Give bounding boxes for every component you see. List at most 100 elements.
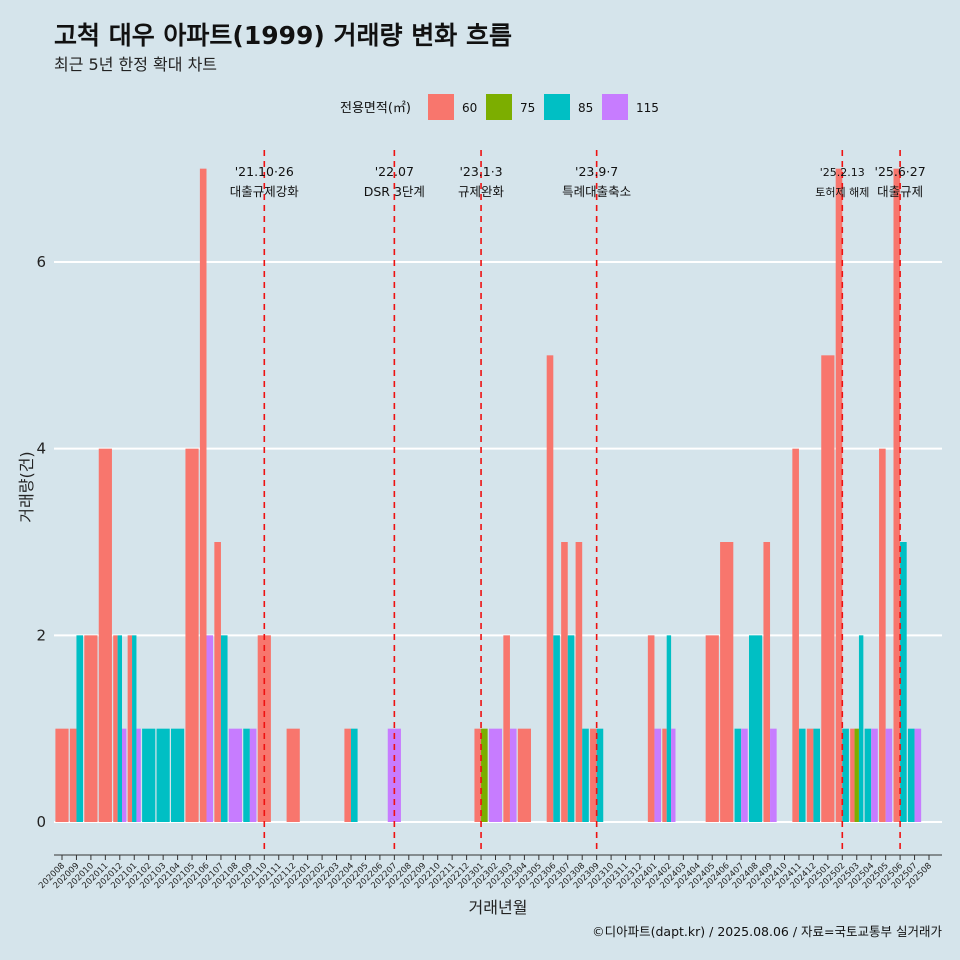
bar-202401-60 <box>647 635 655 822</box>
bar-202307-60 <box>561 542 568 822</box>
legend-label-85: 85 <box>578 101 593 115</box>
bar-202412-60 <box>806 728 814 822</box>
y-tick-label-0: 0 <box>36 813 46 831</box>
event-label-5: 토허제 해제 <box>815 185 869 199</box>
bar-202409-60 <box>763 542 771 822</box>
bar-202306-85 <box>553 635 560 822</box>
bar-202112-60 <box>286 728 300 822</box>
event-label-1: 대출규제강화 <box>230 184 300 199</box>
bar-202107-85 <box>220 635 228 822</box>
legend-title: 전용면적(㎡) <box>340 101 411 116</box>
bar-202506-85 <box>900 542 907 822</box>
bar-202405-60 <box>705 635 719 822</box>
bar-202507-115 <box>914 728 922 822</box>
bar-202008-60 <box>55 728 69 822</box>
bar-202009-60 <box>69 728 77 822</box>
event-date-1: '21.10·26 <box>235 164 294 179</box>
legend-label-115: 115 <box>636 101 659 115</box>
bar-202412-85 <box>813 728 820 822</box>
bar-202308-60 <box>575 542 583 822</box>
bar-202408-85 <box>749 635 763 822</box>
bar-202303-115 <box>509 728 517 822</box>
bar-202502-60 <box>835 168 843 822</box>
bar-202502-85 <box>842 728 849 822</box>
event-date-4: '23.9·7 <box>575 164 618 179</box>
chart-caption: ©디아파트(dapt.kr) / 2025.08.06 / 자료=국토교통부 실… <box>592 924 942 939</box>
bar-202102-85 <box>142 728 156 822</box>
bar-layer <box>55 168 922 822</box>
bar-202009-85 <box>76 635 84 822</box>
bar-202105-60 <box>185 448 199 822</box>
event-label-2: DSR 3단계 <box>364 184 425 199</box>
bar-202106-115 <box>206 635 214 822</box>
bar-202309-60 <box>590 728 597 822</box>
bar-202109-115 <box>249 728 257 822</box>
bar-202103-85 <box>156 728 170 822</box>
bar-202402-85 <box>666 635 672 822</box>
bar-202505-60 <box>879 448 886 822</box>
bar-202411-85 <box>798 728 806 822</box>
event-label-3: 규제완화 <box>458 184 505 199</box>
y-axis: 0 2 4 6 <box>36 253 46 831</box>
bar-202012-115 <box>122 728 127 822</box>
legend-swatch-75 <box>486 94 512 120</box>
bar-202506-60 <box>893 168 901 822</box>
bar-202504-85 <box>864 728 872 822</box>
bar-202207-115 <box>387 728 401 822</box>
bar-202107-60 <box>214 542 221 822</box>
bar-202302-115 <box>488 728 503 822</box>
bar-202503-85 <box>858 635 864 822</box>
legend-label-75: 75 <box>520 101 535 115</box>
bar-202307-85 <box>567 635 575 822</box>
event-label-6: 대출규제 <box>877 184 923 199</box>
bar-202409-115 <box>770 728 777 822</box>
y-tick-label-6: 6 <box>36 253 46 271</box>
bar-202101-60 <box>127 635 133 822</box>
bar-202507-85 <box>907 728 915 822</box>
bar-202011-60 <box>98 448 112 822</box>
event-date-5: '25.2.13 <box>820 166 865 179</box>
event-label-4: 특례대출축소 <box>562 184 631 199</box>
y-axis-title: 거래량(건) <box>17 451 36 522</box>
event-lines: '21.10·26 대출규제강화 '22.07 DSR 3단계 '23.1·3 규제완화 '… <box>230 150 926 850</box>
bar-202503-75 <box>854 728 859 822</box>
bar-202407-85 <box>734 728 742 822</box>
event-date-3: '23.1·3 <box>459 164 502 179</box>
y-tick-label-4: 4 <box>36 440 46 458</box>
bar-202411-60 <box>792 448 799 822</box>
bar-202503-60 <box>850 728 855 822</box>
x-axis-title: 거래년월 <box>469 898 528 917</box>
bar-202309-85 <box>596 728 604 822</box>
bar-202505-115 <box>885 728 893 822</box>
legend-swatch-115 <box>602 94 628 120</box>
bar-202109-85 <box>243 728 250 822</box>
bar-202010-60 <box>84 635 98 822</box>
bar-202012-60 <box>113 635 118 822</box>
bar-202108-115 <box>228 728 242 822</box>
chart-subtitle: 최근 5년 한정 확대 차트 <box>54 55 217 74</box>
bar-202304-60 <box>517 728 531 822</box>
bar-202204-85 <box>351 728 358 822</box>
legend-swatch-60 <box>428 94 454 120</box>
bar-202308-85 <box>582 728 589 822</box>
bar-202303-60 <box>503 635 510 822</box>
bar-202012-85 <box>117 635 122 822</box>
bar-202407-115 <box>741 728 748 822</box>
legend: 전용면적(㎡) 60 75 85 115 <box>340 94 659 120</box>
bar-202104-85 <box>171 728 185 822</box>
legend-label-60: 60 <box>462 101 477 115</box>
bar-202401-115 <box>654 728 662 822</box>
bar-202101-115 <box>136 728 141 822</box>
bar-202110-60 <box>257 635 271 822</box>
bar-202402-60 <box>662 728 667 822</box>
bar-202106-60 <box>199 168 207 822</box>
bar-202101-85 <box>132 635 137 822</box>
bar-202504-115 <box>871 728 878 822</box>
bar-202306-60 <box>546 355 554 822</box>
legend-swatch-85 <box>544 94 570 120</box>
chart-title: 고척 대우 아파트(1999) 거래량 변화 흐름 <box>54 21 512 50</box>
bar-202406-60 <box>720 542 734 822</box>
bar-202204-60 <box>344 728 351 822</box>
